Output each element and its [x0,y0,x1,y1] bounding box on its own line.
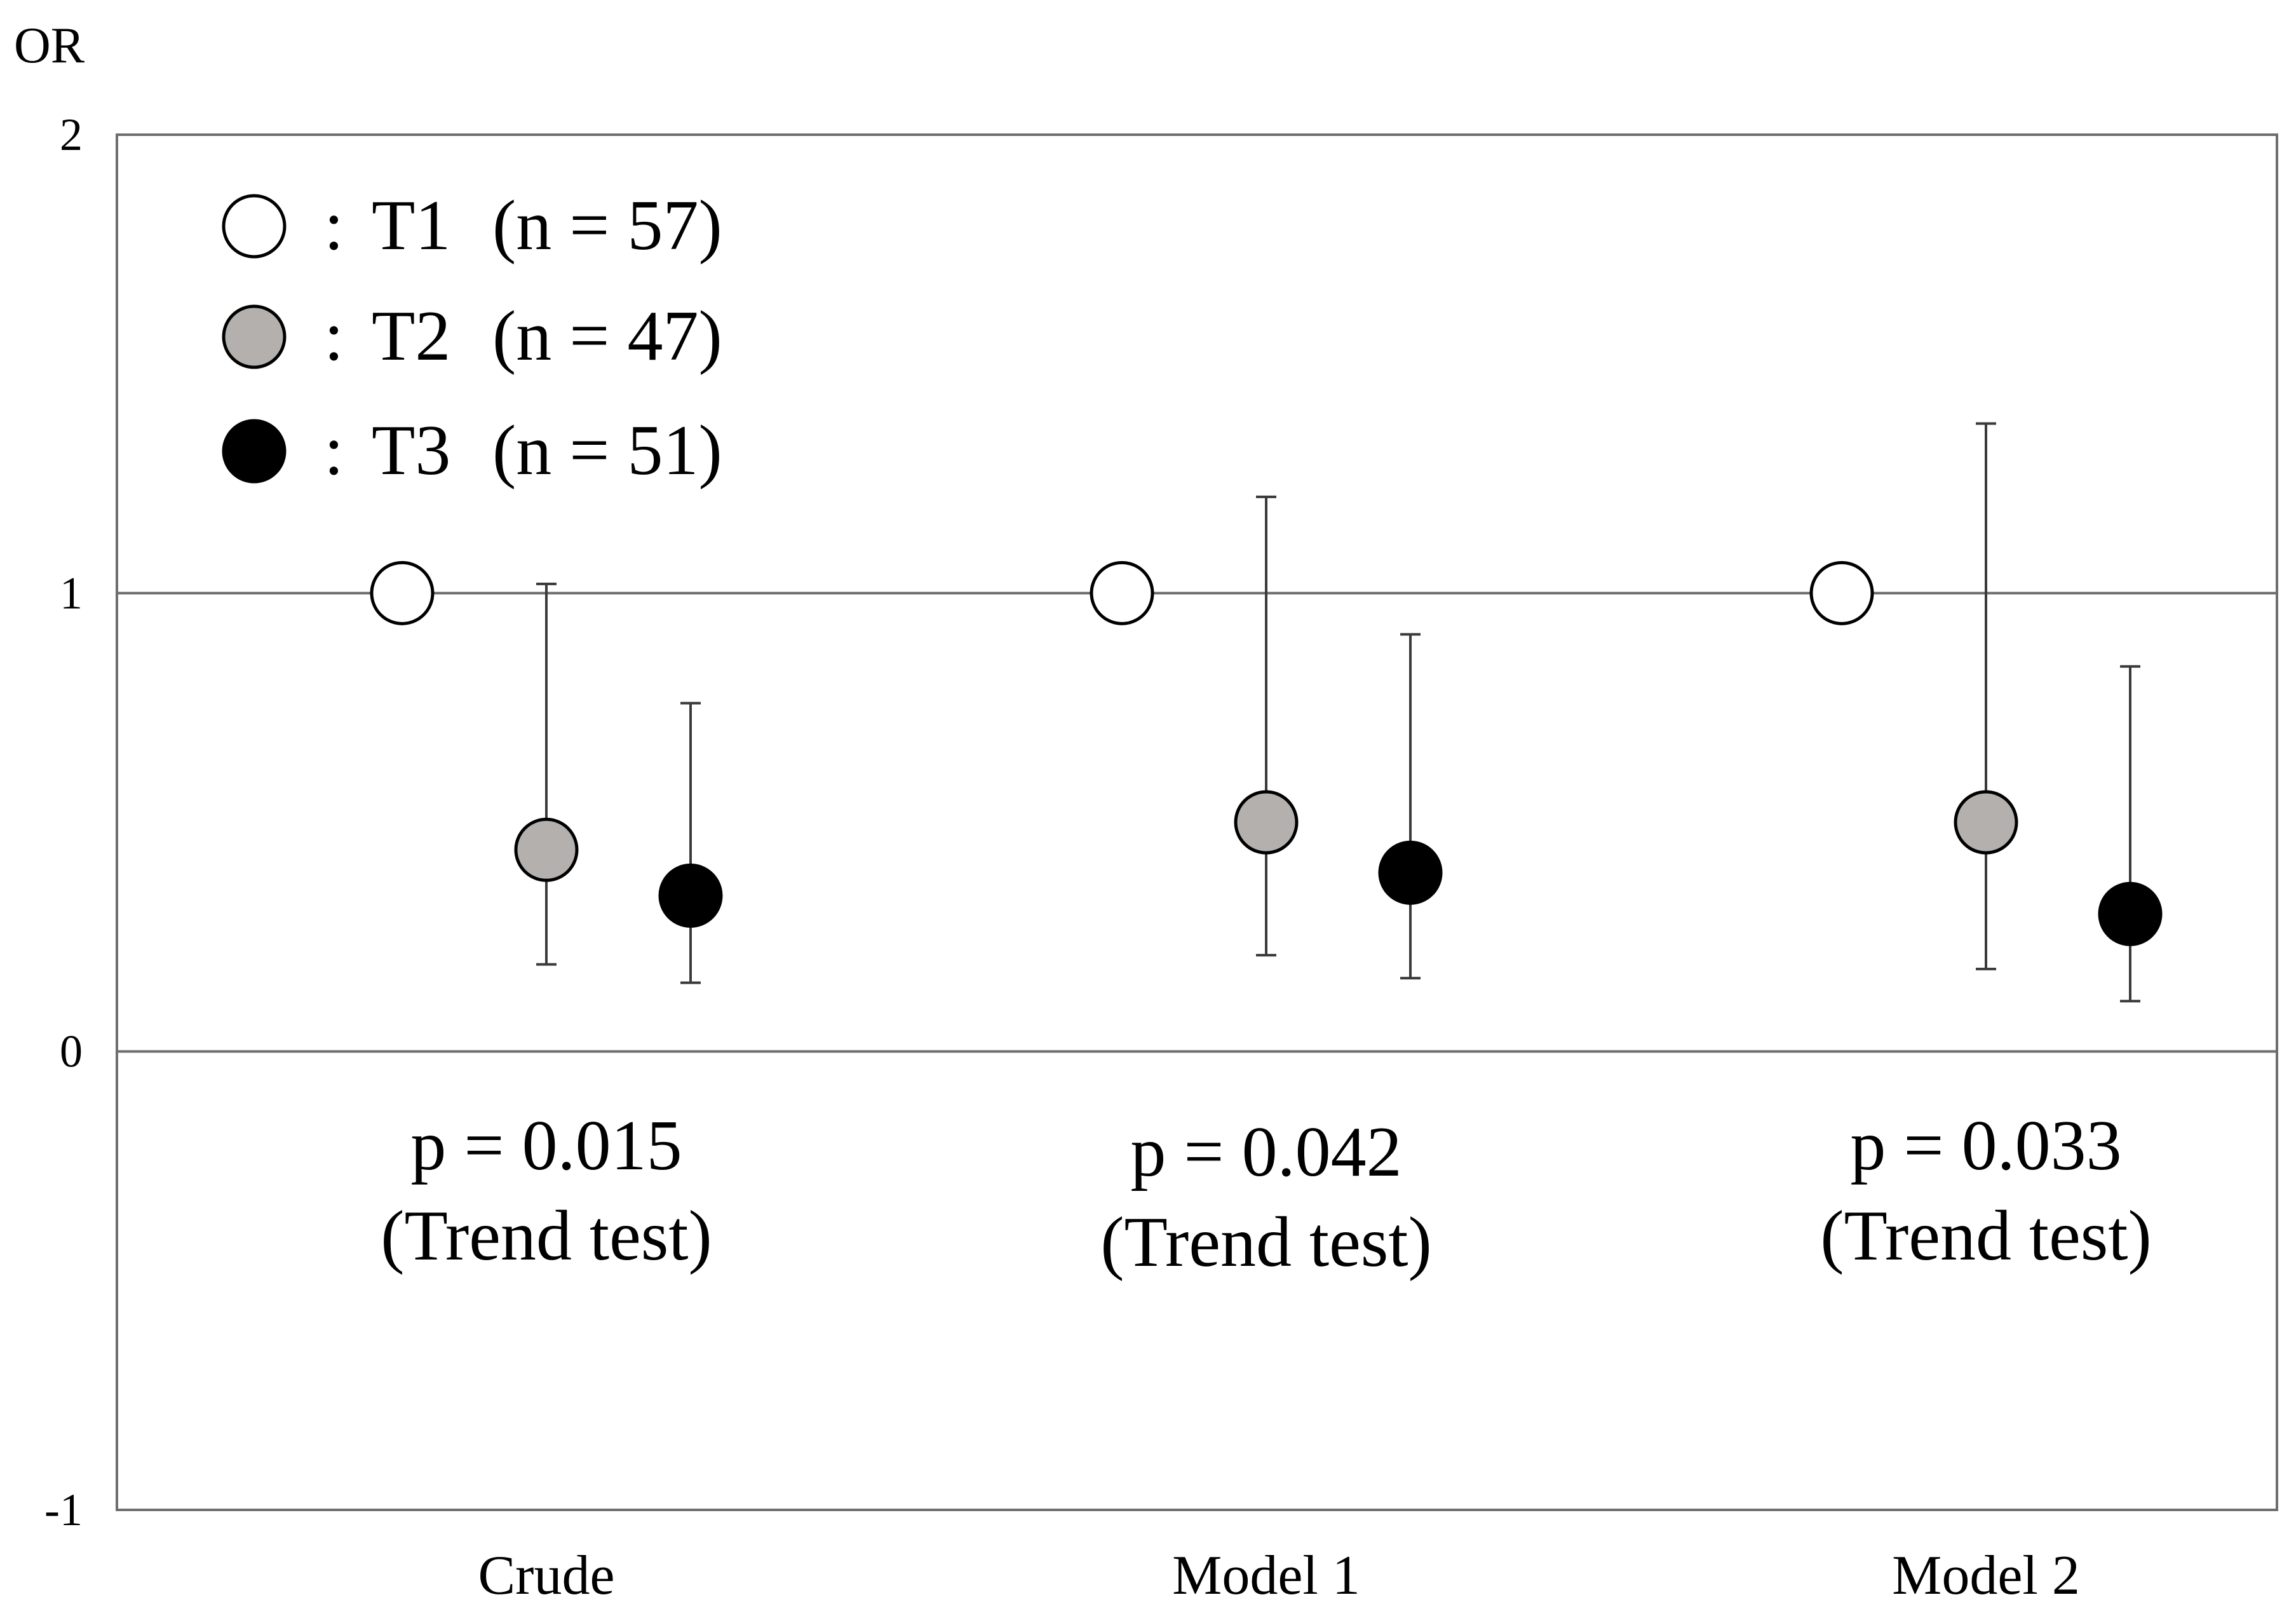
x-category-label: Model 2 [1892,1545,2080,1606]
y-axis-label: OR [14,18,85,74]
data-point-t3 [1378,840,1443,905]
legend-separator: : [324,411,344,490]
trend-test-label: (Trend test) [1820,1197,2152,1275]
x-category-label: Model 1 [1172,1545,1360,1606]
data-point-t1 [1809,560,1874,625]
legend-sample-size: (n = 51) [492,411,722,490]
data-point-t1 [370,560,435,625]
y-tick-label: 1 [60,567,83,618]
legend-sample-size: (n = 47) [492,297,722,376]
trend-p-value: p = 0.042 [1130,1113,1401,1192]
legend-separator: : [324,297,344,376]
trend-test-label: (Trend test) [381,1197,712,1275]
data-point-t2 [1234,790,1299,855]
y-tick-label: -1 [44,1484,83,1535]
legend-label: T3 [372,411,450,490]
plot-area-frame [116,133,2278,1511]
legend-marker-t3 [222,419,287,484]
trend-test-label: (Trend test) [1100,1203,1432,1282]
trend-p-value: p = 0.033 [1850,1106,2121,1185]
legend-label: T2 [372,297,450,376]
data-point-t2 [514,817,579,882]
data-point-t3 [2098,881,2163,946]
legend-marker-t1 [222,194,287,259]
data-point-t1 [1090,560,1154,625]
trend-p-value: p = 0.015 [410,1106,682,1185]
y-tick-label: 0 [60,1026,83,1077]
x-category-label: Crude [478,1545,614,1606]
y-tick-label: 2 [60,109,83,160]
legend-sample-size: (n = 57) [492,186,722,265]
data-point-t2 [1954,790,2018,855]
data-point-t3 [658,863,723,928]
legend-separator: : [324,186,344,265]
legend-marker-t2 [222,304,287,369]
legend-label: T1 [372,186,450,265]
